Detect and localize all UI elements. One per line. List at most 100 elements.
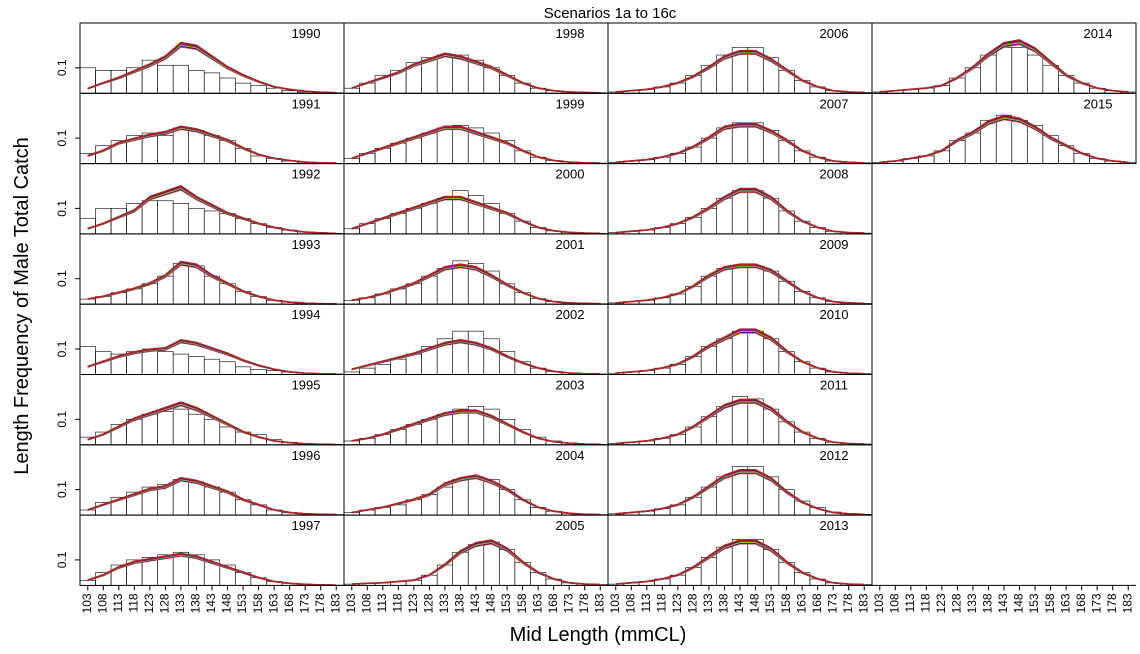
obs-bar-1995-133 bbox=[173, 409, 189, 445]
pred-line-2014-2 bbox=[880, 43, 1128, 92]
pred-line-2006-1 bbox=[616, 54, 864, 93]
obs-bar-2010-143 bbox=[732, 331, 748, 374]
x-tick-label: 178 bbox=[313, 593, 327, 613]
obs-bar-2009-138 bbox=[717, 269, 733, 305]
panel-year-label: 2012 bbox=[820, 448, 849, 463]
x-tick-label: 118 bbox=[655, 593, 669, 612]
pred-line-2009-1 bbox=[616, 267, 864, 303]
pred-line-2003-5 bbox=[352, 411, 600, 444]
pred-line-2005-3 bbox=[352, 542, 600, 584]
pred-line-2010-4 bbox=[616, 331, 864, 374]
panel-year-label: 1999 bbox=[556, 96, 585, 111]
pred-line-2015-7 bbox=[880, 116, 1128, 163]
x-tick-label: 143 bbox=[204, 593, 218, 613]
x-tick-label: 183 bbox=[592, 593, 606, 613]
pred-line-2002-1 bbox=[352, 342, 600, 374]
panel-year-label: 1994 bbox=[292, 307, 321, 322]
obs-bar-2008-148 bbox=[748, 191, 764, 234]
x-tick-label: 103 bbox=[608, 593, 622, 613]
obs-bar-1992-133 bbox=[173, 203, 189, 234]
obs-bar-1991-138 bbox=[189, 130, 205, 163]
obs-bar-2003-133 bbox=[437, 414, 453, 445]
x-tick-label: 168 bbox=[282, 593, 296, 613]
pred-line-2004-7 bbox=[352, 475, 600, 514]
obs-bar-2013-143 bbox=[732, 540, 748, 586]
y-tick-label: 0.1 bbox=[55, 59, 69, 76]
obs-bar-1990-143 bbox=[204, 73, 220, 93]
pred-line-1997-4 bbox=[88, 555, 336, 586]
pred-line-2005-5 bbox=[352, 541, 600, 584]
x-tick-label: 128 bbox=[686, 593, 700, 613]
x-tick-label: 163 bbox=[266, 593, 280, 613]
pred-line-2006-5 bbox=[616, 52, 864, 93]
pred-line-1997-3 bbox=[88, 555, 336, 585]
pred-line-2002-4 bbox=[352, 341, 600, 374]
pred-line-2005-1 bbox=[352, 543, 600, 584]
pred-line-2011-5 bbox=[616, 401, 864, 444]
pred-line-1990-3 bbox=[88, 45, 336, 93]
panel-year-label: 1995 bbox=[292, 378, 321, 393]
pred-line-2002-0 bbox=[352, 343, 600, 374]
x-tick-label: 103 bbox=[344, 593, 358, 613]
pred-line-2008-6 bbox=[616, 189, 864, 233]
pred-line-1990-4 bbox=[88, 45, 336, 93]
pred-line-1993-3 bbox=[88, 264, 336, 304]
pred-line-2007-4 bbox=[616, 125, 864, 163]
obs-bar-1994-163 bbox=[266, 371, 282, 375]
obs-bar-1994-153 bbox=[235, 367, 251, 375]
obs-bar-2002-148 bbox=[484, 339, 500, 375]
pred-line-2011-1 bbox=[616, 403, 864, 444]
x-tick-label: 148 bbox=[1012, 593, 1026, 613]
x-tick-label: 138 bbox=[981, 593, 995, 613]
x-tick-label: 133 bbox=[173, 593, 187, 613]
pred-line-2013-2 bbox=[616, 543, 864, 585]
pred-line-2009-5 bbox=[616, 265, 864, 303]
pred-line-2001-0 bbox=[352, 268, 600, 304]
pred-line-2000-7 bbox=[352, 197, 600, 234]
x-tick-label: 123 bbox=[934, 593, 948, 613]
x-tick-label: 113 bbox=[375, 593, 389, 612]
panel-year-label: 2004 bbox=[556, 448, 585, 463]
pred-line-2001-2 bbox=[352, 267, 600, 304]
obs-bar-1994-103 bbox=[80, 346, 96, 374]
pred-line-2007-7 bbox=[616, 124, 864, 163]
x-tick-label: 123 bbox=[142, 593, 156, 613]
pred-line-2005-4 bbox=[352, 542, 600, 585]
pred-line-2010-0 bbox=[616, 333, 864, 374]
obs-bar-2002-123 bbox=[406, 354, 422, 374]
panel-year-label: 2015 bbox=[1084, 96, 1113, 111]
x-tick-label: 183 bbox=[1120, 593, 1134, 613]
pred-line-1995-7 bbox=[88, 402, 336, 444]
panel-year-label: 2005 bbox=[556, 518, 585, 533]
x-tick-label: 138 bbox=[717, 593, 731, 613]
pred-line-2013-1 bbox=[616, 543, 864, 584]
pred-line-2004-1 bbox=[352, 478, 600, 515]
panel-year-label: 1990 bbox=[292, 26, 321, 41]
x-tick-label: 108 bbox=[887, 593, 901, 613]
obs-bar-1995-143 bbox=[204, 419, 220, 445]
obs-bar-2015-143 bbox=[996, 115, 1012, 163]
panel-year-label: 2008 bbox=[820, 167, 849, 182]
pred-line-2014-3 bbox=[880, 43, 1128, 92]
obs-bar-1994-158 bbox=[251, 369, 267, 374]
obs-bar-1991-143 bbox=[204, 136, 220, 164]
pred-line-2008-0 bbox=[616, 193, 864, 234]
obs-bar-1994-128 bbox=[158, 352, 174, 375]
panel-year-label: 2013 bbox=[820, 518, 849, 533]
pred-line-2012-1 bbox=[616, 473, 864, 514]
x-tick-label: 138 bbox=[189, 593, 203, 613]
y-tick-label: 0.1 bbox=[55, 129, 69, 146]
x-tick-label: 153 bbox=[499, 593, 513, 613]
pred-line-1992-5 bbox=[88, 187, 336, 233]
pred-line-2006-7 bbox=[616, 51, 864, 93]
obs-bar-2015-148 bbox=[1012, 120, 1028, 163]
pred-line-2010-7 bbox=[616, 329, 864, 374]
pred-line-2003-4 bbox=[352, 411, 600, 444]
y-tick-label: 0.1 bbox=[55, 270, 69, 287]
panel-2015: 2015 bbox=[872, 93, 1136, 163]
obs-bar-1993-103 bbox=[80, 299, 96, 304]
x-tick-label: 158 bbox=[779, 593, 793, 613]
x-tick-label: 178 bbox=[841, 593, 855, 613]
